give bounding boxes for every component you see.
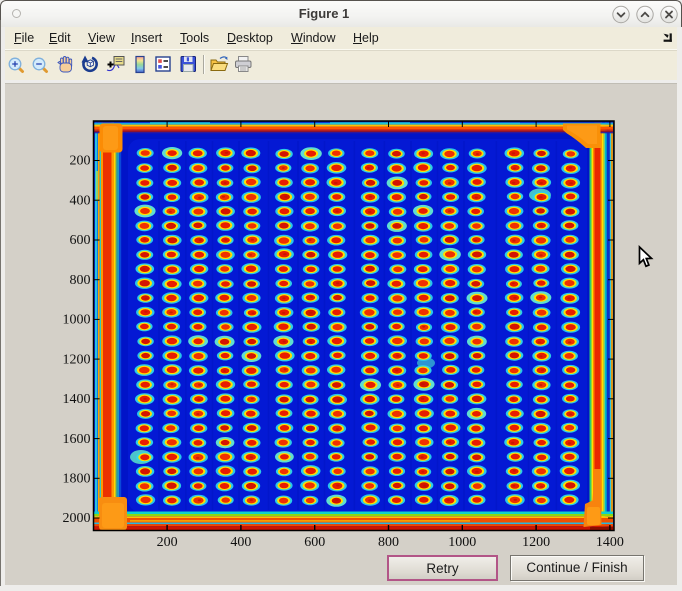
svg-text:1000: 1000 — [448, 535, 476, 550]
svg-text:1000: 1000 — [63, 313, 91, 328]
svg-text:800: 800 — [378, 535, 399, 550]
svg-text:1400: 1400 — [596, 535, 624, 550]
svg-text:2000: 2000 — [63, 511, 91, 526]
svg-text:600: 600 — [304, 535, 325, 550]
svg-text:800: 800 — [70, 273, 91, 288]
svg-text:400: 400 — [70, 193, 91, 208]
svg-text:1600: 1600 — [63, 432, 91, 447]
svg-text:600: 600 — [70, 233, 91, 248]
svg-text:1200: 1200 — [522, 535, 550, 550]
svg-text:1400: 1400 — [63, 392, 91, 407]
svg-text:400: 400 — [230, 535, 251, 550]
svg-text:1200: 1200 — [63, 352, 91, 367]
svg-text:200: 200 — [70, 154, 91, 169]
svg-text:200: 200 — [157, 535, 178, 550]
svg-text:1800: 1800 — [63, 472, 91, 487]
